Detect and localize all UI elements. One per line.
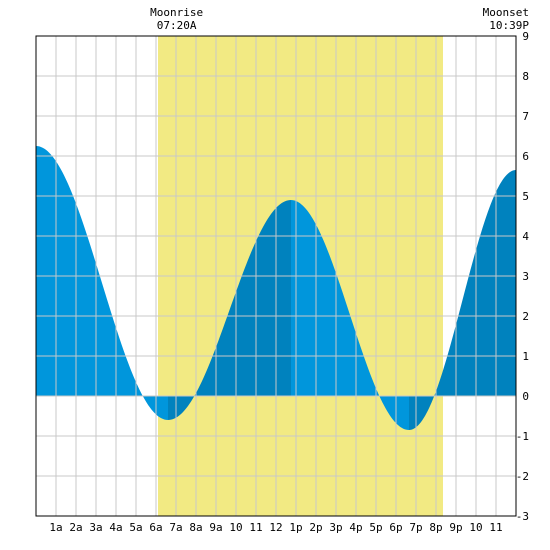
y-tick-label: 5 (522, 190, 529, 203)
x-tick-label: 8p (429, 521, 442, 534)
y-tick-label: 8 (522, 70, 529, 83)
y-tick-label: 7 (522, 110, 529, 123)
annotation-label: Moonset (483, 6, 529, 19)
x-tick-label: 9a (209, 521, 222, 534)
x-tick-label: 4a (109, 521, 122, 534)
annotation-label: Moonrise (150, 6, 203, 19)
x-tick-label: 4p (349, 521, 362, 534)
plot-border (35, 35, 517, 517)
x-tick-label: 3a (89, 521, 102, 534)
y-tick-label: -3 (516, 510, 529, 523)
x-tick-label: 6p (389, 521, 402, 534)
y-tick-label: -1 (516, 430, 529, 443)
tide-segment-rising (168, 200, 291, 420)
x-tick-label: 3p (329, 521, 342, 534)
tide-segment-rising (409, 170, 516, 430)
y-tick-label: 0 (522, 390, 529, 403)
x-tick-label: 11 (489, 521, 502, 534)
x-tick-label: 1p (289, 521, 302, 534)
y-tick-label: 4 (522, 230, 529, 243)
x-tick-label: 10 (469, 521, 482, 534)
tide-segment-falling (291, 200, 409, 430)
y-tick-label: 2 (522, 310, 529, 323)
x-tick-label: 8a (189, 521, 202, 534)
x-tick-label: 11 (249, 521, 262, 534)
x-tick-label: 6a (149, 521, 162, 534)
y-tick-label: 3 (522, 270, 529, 283)
x-tick-label: 1a (49, 521, 62, 534)
y-tick-label: 1 (522, 350, 529, 363)
y-tick-label: 9 (522, 30, 529, 43)
x-tick-label: 5p (369, 521, 382, 534)
tide-segment-falling (36, 146, 168, 420)
x-tick-label: 5a (129, 521, 142, 534)
x-tick-label: 7a (169, 521, 182, 534)
x-tick-label: 2a (69, 521, 82, 534)
x-tick-label: 12 (269, 521, 282, 534)
annotation-time: 10:39P (489, 19, 529, 32)
annotation-time: 07:20A (157, 19, 197, 32)
y-tick-label: -2 (516, 470, 529, 483)
x-tick-label: 10 (229, 521, 242, 534)
x-tick-label: 9p (449, 521, 462, 534)
y-tick-label: 6 (522, 150, 529, 163)
x-tick-label: 7p (409, 521, 422, 534)
x-tick-label: 2p (309, 521, 322, 534)
